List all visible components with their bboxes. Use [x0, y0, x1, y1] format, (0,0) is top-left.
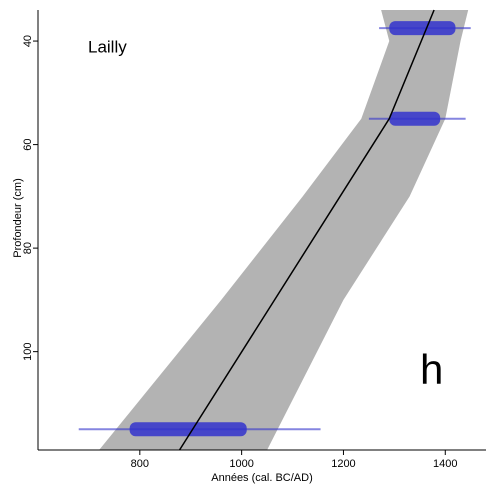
y-tick-label: 60 [22, 138, 34, 150]
x-axis-label: Années (cal. BC/AD) [211, 472, 312, 484]
panel-label: h [420, 346, 443, 393]
x-tick-label: 1400 [433, 458, 457, 470]
envelope [99, 10, 469, 450]
y-tick-label: 100 [22, 342, 34, 360]
site-label: Lailly [88, 37, 127, 56]
y-axis-label: Profondeur (cm) [12, 178, 24, 257]
y-tick-label: 40 [22, 35, 34, 47]
x-tick-label: 800 [131, 458, 149, 470]
median-line [178, 9, 435, 451]
y-tick-label: 80 [22, 242, 34, 254]
date-core [389, 21, 456, 36]
x-tick-label: 1200 [331, 458, 355, 470]
date-core [389, 111, 441, 126]
date-core [129, 422, 247, 437]
x-tick-label: 1000 [229, 458, 253, 470]
